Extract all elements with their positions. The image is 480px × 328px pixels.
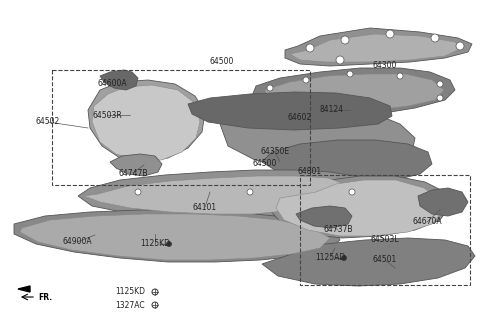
Text: 64737B: 64737B — [323, 226, 353, 235]
Circle shape — [306, 44, 314, 52]
Polygon shape — [285, 28, 472, 66]
Circle shape — [152, 289, 158, 295]
Polygon shape — [84, 176, 350, 214]
Circle shape — [341, 256, 347, 260]
Circle shape — [437, 95, 443, 101]
Circle shape — [397, 73, 403, 79]
Text: 64900A: 64900A — [62, 237, 92, 247]
Text: 64747B: 64747B — [118, 169, 148, 177]
Text: 64350E: 64350E — [261, 148, 289, 156]
Polygon shape — [78, 170, 362, 218]
Polygon shape — [290, 34, 462, 62]
Text: 1125KD: 1125KD — [140, 239, 170, 249]
Polygon shape — [262, 140, 432, 182]
Bar — [300, 175, 470, 285]
Text: 1125KD: 1125KD — [115, 288, 145, 297]
Circle shape — [247, 189, 253, 195]
Text: 64500: 64500 — [253, 158, 277, 168]
Circle shape — [152, 302, 158, 308]
Bar — [52, 70, 310, 185]
Circle shape — [303, 77, 309, 83]
Text: 64600A: 64600A — [97, 79, 127, 89]
Circle shape — [431, 34, 439, 42]
Text: 1125AD: 1125AD — [315, 254, 345, 262]
Circle shape — [135, 189, 141, 195]
Circle shape — [456, 42, 464, 50]
Polygon shape — [220, 106, 415, 170]
Polygon shape — [110, 154, 162, 176]
Polygon shape — [188, 92, 392, 130]
Text: 1327AC: 1327AC — [115, 300, 145, 310]
Text: 64300: 64300 — [373, 62, 397, 71]
Polygon shape — [88, 80, 205, 162]
Circle shape — [267, 85, 273, 91]
Text: 64670A: 64670A — [412, 217, 442, 227]
Text: 64801: 64801 — [298, 168, 322, 176]
Polygon shape — [296, 206, 352, 228]
Polygon shape — [92, 85, 200, 160]
Polygon shape — [18, 286, 30, 292]
Polygon shape — [252, 68, 455, 116]
Polygon shape — [100, 70, 138, 90]
Circle shape — [437, 81, 443, 87]
Polygon shape — [262, 238, 475, 286]
Circle shape — [373, 107, 379, 113]
Polygon shape — [418, 188, 468, 216]
Text: 64501: 64501 — [373, 256, 397, 264]
Text: FR.: FR. — [38, 293, 52, 301]
Circle shape — [341, 36, 349, 44]
Text: 64503L: 64503L — [371, 236, 399, 244]
Text: 64502: 64502 — [36, 117, 60, 127]
Polygon shape — [265, 74, 444, 112]
Polygon shape — [270, 176, 450, 238]
Text: 64500: 64500 — [210, 57, 234, 67]
Polygon shape — [20, 214, 330, 260]
Circle shape — [349, 189, 355, 195]
Text: 64101: 64101 — [193, 202, 217, 212]
Circle shape — [386, 30, 394, 38]
Circle shape — [347, 71, 353, 77]
Text: 64503R: 64503R — [92, 111, 122, 119]
Polygon shape — [276, 180, 442, 236]
Polygon shape — [14, 210, 340, 262]
Text: 64602: 64602 — [288, 113, 312, 122]
Circle shape — [336, 56, 344, 64]
Circle shape — [167, 241, 171, 247]
Text: 84124: 84124 — [320, 106, 344, 114]
